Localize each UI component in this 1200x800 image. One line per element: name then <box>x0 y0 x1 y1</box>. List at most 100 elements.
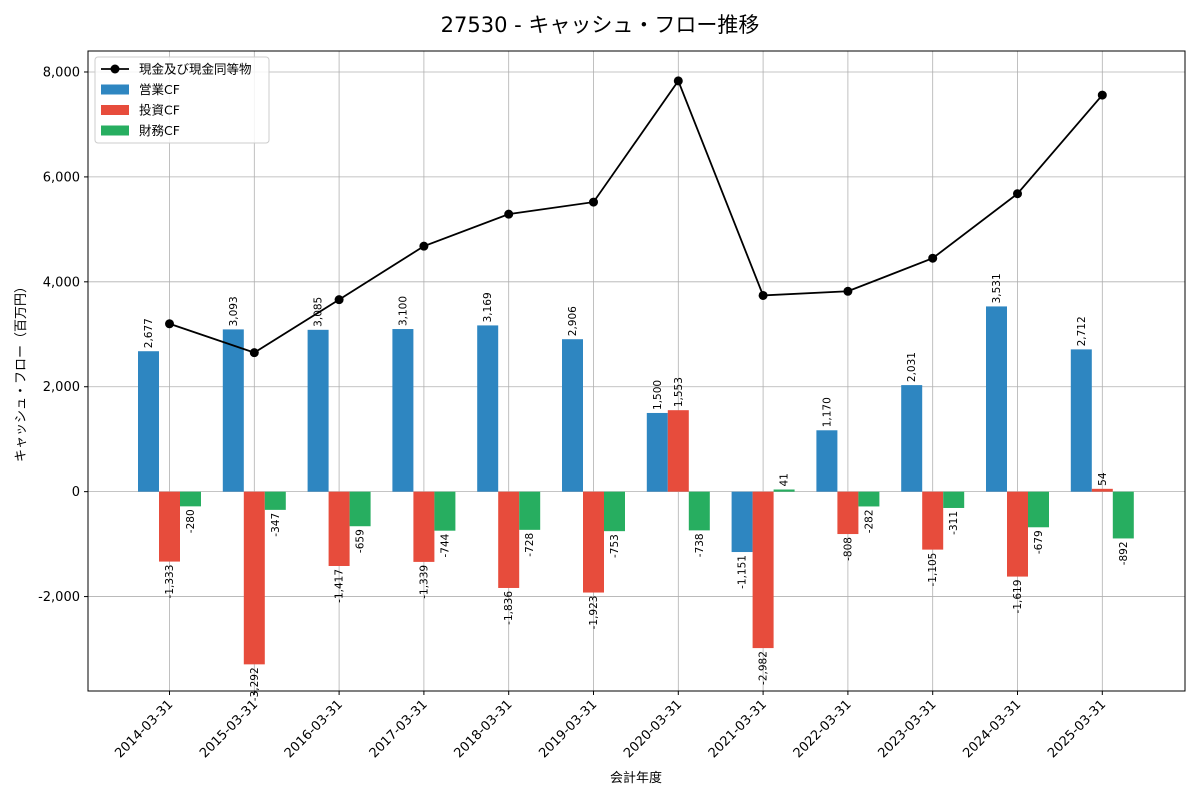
y-tick-label: 2,000 <box>43 380 80 395</box>
bar-1 <box>222 329 244 492</box>
bar-value-label: -728 <box>524 533 536 557</box>
bar-value-label: -3,292 <box>249 667 261 701</box>
cash-point <box>843 286 853 296</box>
x-axis-title: 会計年度 <box>610 770 662 786</box>
bar-1 <box>901 385 923 492</box>
cash-point <box>334 295 344 305</box>
legend-label: 営業CF <box>139 82 180 97</box>
cash-point <box>589 197 598 207</box>
y-tick-label: 4,000 <box>43 275 80 290</box>
x-tick-label: 2018-03-31 <box>451 697 515 761</box>
x-tick-label: 2014-03-31 <box>112 697 176 761</box>
bar-3 <box>773 489 795 492</box>
bar-2 <box>413 491 435 562</box>
x-axis: 2014-03-31 2015-03-31 2016-03-31 2017-03-31… <box>112 691 1109 761</box>
legend-label: 財務CF <box>139 123 180 138</box>
bar-value-label: 1,553 <box>673 377 685 407</box>
y-axis: -2,000 0 2,000 4,000 6,000 8,000 <box>38 65 88 605</box>
bar-value-label: 3,085 <box>313 297 325 327</box>
bar-1 <box>477 325 499 492</box>
bar-1 <box>307 329 329 492</box>
bar-value-label: 1,170 <box>821 397 833 427</box>
legend-label: 現金及び現金同等物 <box>139 62 252 77</box>
cash-point <box>758 290 768 300</box>
x-tick-label: 2022-03-31 <box>791 697 855 761</box>
bar-value-label: -738 <box>694 533 706 557</box>
x-tick-label: 2020-03-31 <box>621 697 685 761</box>
bars-layer <box>138 306 1134 665</box>
cash-point <box>1097 90 1107 100</box>
bar-value-label: -753 <box>609 534 621 558</box>
bar-3 <box>519 491 541 530</box>
bar-1 <box>816 430 838 492</box>
bar-2 <box>667 410 689 492</box>
bar-3 <box>943 491 965 508</box>
bar-value-label: -1,105 <box>927 553 939 587</box>
bar-2 <box>922 491 944 550</box>
bar-2 <box>583 491 604 593</box>
plot-frame <box>87 50 1186 692</box>
cash-point <box>249 348 259 358</box>
bar-value-label: -347 <box>270 513 282 537</box>
bar-value-label: -280 <box>185 509 197 533</box>
bar-3 <box>264 491 286 510</box>
bar-value-label: -892 <box>1118 541 1130 565</box>
legend-swatch <box>101 105 129 115</box>
bar-1 <box>986 306 1007 492</box>
x-tick-label: 2016-03-31 <box>282 697 346 761</box>
y-tick-label: 8,000 <box>43 65 80 80</box>
x-tick-label: 2023-03-31 <box>875 697 939 761</box>
bar-1 <box>138 351 159 492</box>
bar-value-label: 2,906 <box>567 306 579 336</box>
bar-value-label: 3,531 <box>991 273 1003 303</box>
bar-value-label: -679 <box>1033 530 1045 554</box>
bar-value-label: 2,712 <box>1076 316 1088 346</box>
y-tick-label: 6,000 <box>43 170 80 185</box>
bar-2 <box>752 491 774 649</box>
bar-1 <box>1070 349 1092 492</box>
bar-value-label: 2,031 <box>906 352 918 382</box>
bar-2 <box>837 491 859 535</box>
y-tick-label: -2,000 <box>38 590 80 605</box>
bar-value-label: -808 <box>842 537 854 561</box>
bar-2 <box>243 491 265 665</box>
bar-1 <box>646 412 668 492</box>
bar-value-label: -1,619 <box>1012 580 1024 614</box>
bar-value-label: 3,100 <box>397 296 409 326</box>
bar-3 <box>349 491 371 527</box>
x-tick-label: 2025-03-31 <box>1045 697 1109 761</box>
legend-marker <box>110 64 120 74</box>
legend-box <box>94 56 270 144</box>
bar-3 <box>180 491 201 507</box>
bar-1 <box>731 491 753 553</box>
chart-title: 27530 - キャッシュ・フロー推移 <box>441 13 760 37</box>
bar-value-label: -744 <box>439 533 451 557</box>
cash-point <box>419 241 429 251</box>
x-tick-label: 2015-03-31 <box>197 697 261 761</box>
bar-2 <box>159 491 180 562</box>
x-tick-label: 2017-03-31 <box>367 697 431 761</box>
bar-2 <box>498 491 520 588</box>
x-tick-label: 2021-03-31 <box>706 697 770 761</box>
bar-value-label: -1,339 <box>418 565 430 599</box>
bar-value-label: -1,417 <box>334 569 346 603</box>
bar-3 <box>858 491 880 507</box>
bar-3 <box>1112 491 1134 539</box>
legend-swatch <box>101 125 129 136</box>
bar-value-label: 54 <box>1097 472 1109 486</box>
bar-value-label: -659 <box>355 529 367 553</box>
bar-3 <box>434 491 456 531</box>
line-layer <box>165 76 1107 358</box>
bar-value-label: -311 <box>948 511 960 535</box>
x-tick-label: 2024-03-31 <box>960 697 1024 761</box>
bar-value-label: 1,500 <box>652 380 664 410</box>
bar-3 <box>688 491 710 531</box>
bar-value-label: 3,093 <box>228 296 240 326</box>
bar-1 <box>392 329 414 492</box>
cash-point <box>1013 189 1022 199</box>
bar-value-label: -282 <box>863 509 875 533</box>
y-axis-title: キャッシュ・フロー（百万円） <box>14 280 29 462</box>
